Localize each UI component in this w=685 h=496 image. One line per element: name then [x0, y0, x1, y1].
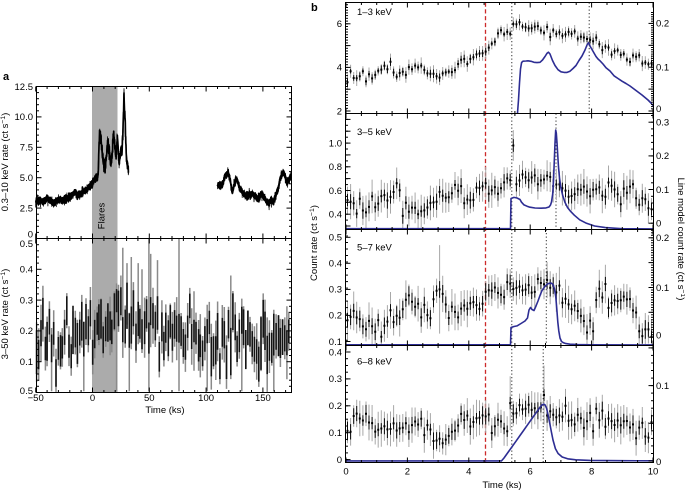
svg-text:0.4: 0.4	[329, 259, 342, 270]
svg-text:0.5: 0.5	[329, 233, 342, 244]
svg-text:5–7 keV: 5–7 keV	[357, 243, 393, 254]
svg-text:0: 0	[90, 393, 95, 404]
svg-text:0.2: 0.2	[656, 19, 669, 30]
svg-text:0.2: 0.2	[656, 233, 669, 244]
svg-text:1.0: 1.0	[329, 138, 342, 149]
svg-text:0: 0	[656, 457, 661, 468]
svg-text:6: 6	[528, 466, 533, 477]
svg-text:0: 0	[656, 104, 661, 115]
svg-text:2: 2	[405, 466, 410, 477]
svg-text:6–8 keV: 6–8 keV	[357, 357, 393, 368]
svg-text:1–3 keV: 1–3 keV	[357, 7, 393, 18]
svg-text:50: 50	[144, 393, 155, 404]
svg-text:Flares: Flares	[97, 203, 108, 230]
svg-text:10.0: 10.0	[15, 112, 34, 123]
svg-text:0.3: 0.3	[329, 374, 342, 385]
svg-text:0.1: 0.1	[329, 428, 342, 439]
svg-text:−50: −50	[28, 393, 44, 404]
svg-text:Count rate (ct s−1): Count rate (ct s−1)	[309, 205, 320, 281]
svg-text:10: 10	[648, 466, 659, 477]
svg-text:150: 150	[255, 393, 271, 404]
svg-text:0.3: 0.3	[20, 295, 33, 306]
svg-text:0: 0	[337, 455, 342, 466]
svg-text:8: 8	[589, 466, 594, 477]
svg-text:0.8: 0.8	[329, 162, 342, 173]
svg-text:100: 100	[198, 393, 214, 404]
svg-text:0.4: 0.4	[329, 210, 342, 221]
svg-text:0.1: 0.1	[656, 283, 669, 294]
svg-text:3–50 keV rate (ct s−1): 3–50 keV rate (ct s−1)	[0, 269, 11, 360]
svg-text:0.1: 0.1	[656, 381, 669, 392]
svg-text:0.1: 0.1	[656, 185, 669, 196]
svg-text:Time (ks): Time (ks)	[145, 405, 184, 416]
svg-text:0.5: 0.5	[20, 386, 33, 397]
svg-text:0.6: 0.6	[329, 186, 342, 197]
svg-text:4: 4	[337, 63, 342, 74]
svg-text:0.1: 0.1	[656, 63, 669, 74]
svg-text:0.1: 0.1	[329, 337, 342, 348]
svg-text:4: 4	[466, 466, 471, 477]
svg-text:0.5: 0.5	[20, 239, 33, 250]
svg-text:0.1: 0.1	[20, 357, 33, 368]
svg-text:0: 0	[28, 230, 33, 241]
svg-text:0.2: 0.2	[656, 151, 669, 162]
svg-text:0.4: 0.4	[20, 265, 33, 276]
svg-text:0: 0	[343, 466, 348, 477]
svg-text:0.2: 0.2	[329, 311, 342, 322]
svg-text:0: 0	[656, 331, 661, 342]
svg-text:2.5: 2.5	[20, 203, 33, 214]
svg-text:0.2: 0.2	[20, 326, 33, 337]
svg-text:2: 2	[337, 106, 342, 117]
svg-text:0.3: 0.3	[329, 285, 342, 296]
svg-text:Time (ks): Time (ks)	[482, 480, 521, 491]
svg-text:0.4: 0.4	[329, 347, 342, 358]
svg-text:6: 6	[337, 19, 342, 30]
svg-text:5.0: 5.0	[20, 173, 33, 184]
svg-text:0: 0	[656, 219, 661, 230]
svg-text:3–5 keV: 3–5 keV	[357, 127, 393, 138]
svg-text:7.5: 7.5	[20, 143, 33, 154]
svg-text:b: b	[311, 2, 318, 14]
svg-text:0.3–10 keV rate (ct s−1): 0.3–10 keV rate (ct s−1)	[0, 113, 11, 212]
svg-text:0.2: 0.2	[329, 401, 342, 412]
svg-text:Line model count rate (ct s−1): Line model count rate (ct s−1)	[675, 178, 685, 301]
svg-text:0.3: 0.3	[656, 118, 669, 129]
svg-text:a: a	[3, 71, 10, 83]
svg-text:12.5: 12.5	[15, 82, 34, 93]
